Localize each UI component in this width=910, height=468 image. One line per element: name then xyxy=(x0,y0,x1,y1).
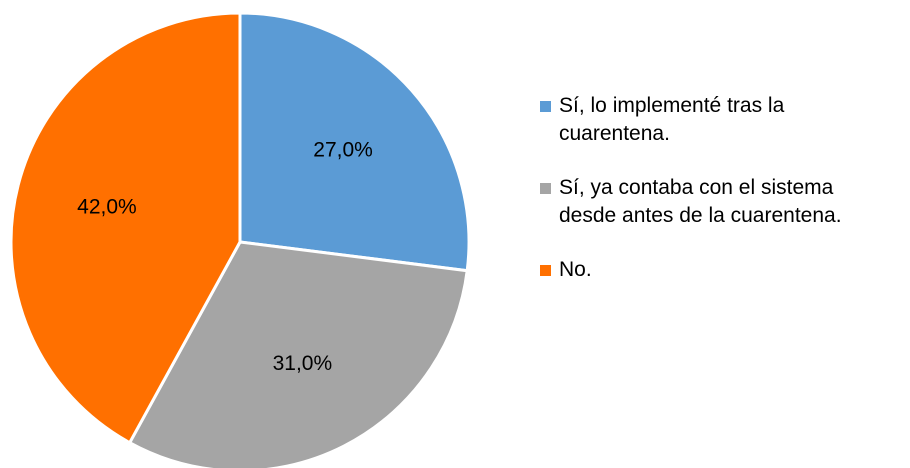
legend-label: Sí, ya contaba con el sistema desde ante… xyxy=(559,176,842,227)
legend-item: No. xyxy=(540,256,870,284)
pie-slice xyxy=(238,11,471,273)
pie-slice xyxy=(127,240,469,468)
legend-swatch xyxy=(540,101,551,112)
data-label: 31,0% xyxy=(273,352,333,375)
legend-swatch xyxy=(540,183,551,194)
pie-slice xyxy=(9,11,242,445)
data-label: 27,0% xyxy=(313,139,373,162)
legend-swatch xyxy=(540,265,551,276)
legend-item: Sí, lo implementé tras la cuarentena. xyxy=(540,92,870,148)
pie-area: 27,0% 31,0% 42,0% xyxy=(9,11,471,468)
legend-label: No. xyxy=(559,258,592,281)
legend: Sí, lo implementé tras la cuarentena. Sí,… xyxy=(540,92,870,310)
legend-label: Sí, lo implementé tras la cuarentena. xyxy=(559,94,785,145)
legend-item: Sí, ya contaba con el sistema desde ante… xyxy=(540,174,870,230)
data-label: 42,0% xyxy=(77,195,137,218)
